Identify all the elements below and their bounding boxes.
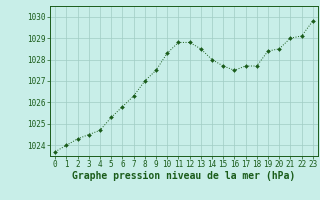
X-axis label: Graphe pression niveau de la mer (hPa): Graphe pression niveau de la mer (hPa)	[72, 171, 296, 181]
